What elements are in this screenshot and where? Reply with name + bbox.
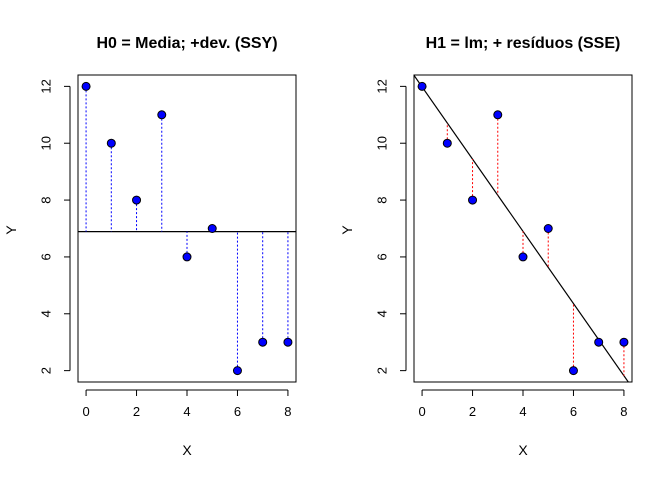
x-axis-label: X [518, 442, 528, 458]
plot-frame [413, 74, 633, 383]
panel-sse: H1 = lm; + resíduos (SSE) X Y 0 2 4 6 8 2 4 6 8 1… [339, 35, 633, 458]
y-tick-label: 12 [375, 79, 390, 93]
y-axis-label: Y [339, 225, 355, 235]
chart-title: H0 = Media; +dev. (SSY) [96, 35, 277, 52]
x-tick-label: 8 [284, 404, 291, 419]
data-point [106, 138, 116, 148]
x-tick-label: 4 [519, 404, 526, 419]
x-tick-label: 2 [469, 404, 476, 419]
x-tick-label: 6 [234, 404, 241, 419]
x-tick-label: 6 [570, 404, 577, 419]
data-point [518, 252, 528, 262]
data-point [468, 195, 478, 205]
data-point [619, 337, 629, 347]
y-tick-label: 10 [375, 136, 390, 150]
x-tick-label: 8 [620, 404, 627, 419]
y-tick-label: 6 [375, 253, 390, 260]
x-tick-label: 0 [418, 404, 425, 419]
data-point [543, 224, 553, 233]
panel-ssy: H0 = Media; +dev. (SSY) X Y 0 2 4 6 8 2 4 6 8 10 1… [3, 35, 297, 458]
data-point [207, 224, 217, 233]
y-tick-label: 4 [375, 310, 390, 317]
data-point [232, 366, 242, 376]
y-tick-label: 8 [39, 196, 54, 203]
y-tick-label: 6 [39, 253, 54, 260]
data-point [594, 337, 604, 347]
y-tick-label: 10 [39, 136, 54, 150]
data-point [132, 195, 142, 205]
data-point [81, 81, 91, 91]
y-tick-label: 2 [375, 367, 390, 374]
y-tick-label: 8 [375, 196, 390, 203]
data-point [568, 366, 578, 376]
data-point [493, 110, 503, 120]
x-tick-label: 4 [183, 404, 190, 419]
y-tick-label: 12 [39, 79, 54, 93]
chart-title: H1 = lm; + resíduos (SSE) [426, 35, 621, 52]
data-point [283, 337, 293, 347]
data-point [442, 138, 452, 148]
y-axis-label: Y [3, 225, 19, 235]
y-tick-label: 2 [39, 367, 54, 374]
x-tick-label: 0 [82, 404, 89, 419]
x-axis-label: X [182, 442, 192, 458]
y-tick-label: 4 [39, 310, 54, 317]
data-point [258, 337, 268, 347]
data-point [157, 110, 167, 120]
plot-area [414, 75, 630, 382]
data-point [182, 252, 192, 262]
plot-area [78, 86, 296, 371]
x-tick-label: 2 [133, 404, 140, 419]
data-point [417, 81, 427, 91]
plot-frame [77, 74, 297, 383]
